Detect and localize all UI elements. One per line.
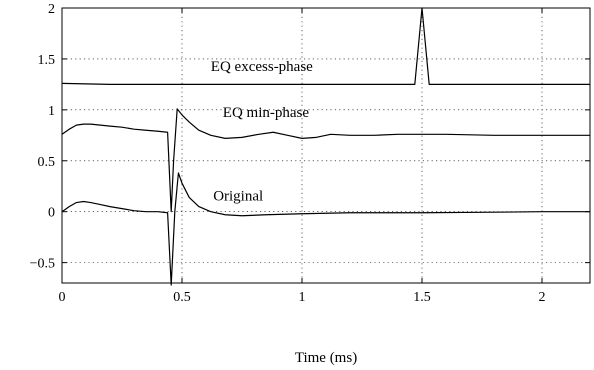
annotations: EQ excess-phase EQ min-phase Original — [211, 59, 313, 204]
x-tick-label: 0.5 — [173, 290, 191, 305]
series-annotation: EQ min-phase — [223, 105, 310, 121]
series-annotation: Original — [213, 189, 263, 205]
grid — [62, 8, 590, 283]
y-tick-label: 0 — [48, 206, 55, 221]
x-tick-label: 1 — [299, 290, 306, 305]
series-annotation: EQ excess-phase — [211, 59, 313, 75]
y-tick-label: 2 — [48, 2, 55, 17]
x-tick-label: 1.5 — [413, 290, 431, 305]
y-tick-label: 1 — [48, 104, 55, 119]
series-group — [61, 7, 590, 286]
y-tick-label: 1.5 — [38, 53, 56, 68]
y-tick-label: 0.5 — [38, 155, 56, 170]
axis-ticks — [61, 7, 590, 283]
x-tick-label: 0 — [59, 290, 66, 305]
plot-frame — [61, 7, 591, 284]
series-line-original — [61, 172, 590, 286]
x-axis-label: Time (ms) — [295, 350, 357, 366]
series-line-eq-min-phase — [61, 108, 590, 213]
tick-labels: 0 0.5 1 1.5 2 −0.5 0 0.5 1 1.5 2 — [30, 2, 546, 305]
series-line-eq-excess-phase — [61, 7, 590, 85]
x-tick-label: 2 — [539, 290, 546, 305]
y-tick-label: −0.5 — [30, 257, 55, 272]
